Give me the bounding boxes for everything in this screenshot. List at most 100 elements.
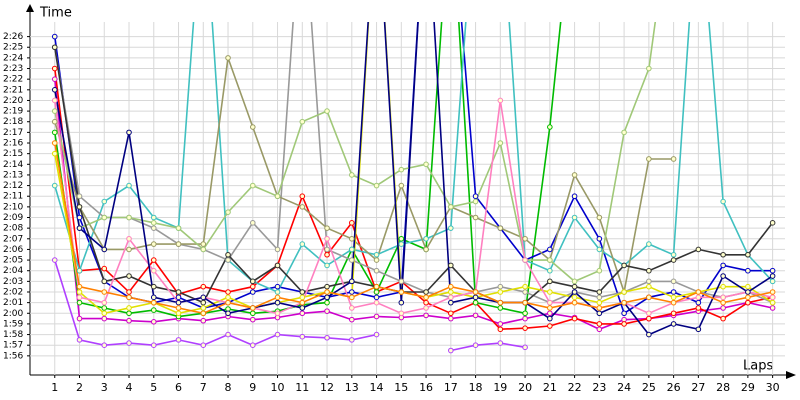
lap-point <box>472 214 479 221</box>
y-tick-label: 2:25 <box>3 43 23 53</box>
lap-point <box>101 299 108 306</box>
lap-point <box>349 316 355 323</box>
x-tick-label: 13 <box>345 381 359 394</box>
lap-point <box>299 294 306 301</box>
lap-point <box>126 317 132 324</box>
lap-point <box>522 257 528 263</box>
x-tick-label: 26 <box>667 381 681 394</box>
lap-point <box>547 323 553 329</box>
lap-point <box>720 251 726 258</box>
lap-point <box>274 193 281 200</box>
lap-point <box>324 283 330 290</box>
lap-point <box>101 198 108 205</box>
lap-point <box>596 299 603 306</box>
lap-point <box>497 299 504 306</box>
lap-point <box>274 246 281 253</box>
lap-point <box>299 305 306 311</box>
lap-point <box>349 235 355 242</box>
y-tick-label: 2:21 <box>3 85 23 95</box>
lap-point <box>299 204 306 210</box>
lap-point <box>249 220 256 226</box>
lap-point <box>51 129 58 136</box>
lap-point <box>720 262 726 269</box>
x-tick-label: 18 <box>469 381 483 394</box>
lap-point <box>646 294 652 301</box>
x-tick-label: 22 <box>568 381 582 394</box>
lap-point <box>670 310 677 317</box>
lap-point <box>769 220 776 226</box>
lap-point <box>596 310 603 317</box>
lap-point <box>448 315 454 322</box>
lap-point <box>745 283 751 290</box>
lap-point <box>596 321 603 327</box>
x-tick-label: 29 <box>741 381 755 394</box>
lap-point <box>349 246 355 253</box>
lap-point <box>547 124 553 130</box>
lap-point <box>547 299 553 306</box>
lap-point <box>76 267 83 274</box>
lap-point <box>720 299 726 306</box>
lap-point <box>349 257 355 263</box>
lap-point <box>769 299 776 306</box>
lap-point <box>646 278 652 285</box>
lap-point <box>646 310 652 317</box>
y-tick-label: 2:04 <box>3 266 23 276</box>
series-line <box>54 47 774 304</box>
lap-point <box>571 172 578 178</box>
lap-point <box>101 214 108 221</box>
lap-point <box>175 305 182 311</box>
lap-point <box>646 267 652 274</box>
lap-point <box>150 241 157 247</box>
lap-point <box>126 129 132 136</box>
lap-point <box>695 299 702 306</box>
y-tick-label: 2:03 <box>3 277 23 287</box>
lap-point <box>150 318 157 325</box>
lap-point <box>621 310 627 317</box>
lap-point <box>769 305 776 311</box>
lap-point <box>522 299 528 306</box>
lap-point <box>51 182 58 189</box>
lap-point <box>274 331 281 338</box>
lap-point <box>274 299 281 306</box>
lap-point <box>126 289 132 295</box>
lap-point <box>225 209 231 215</box>
lap-point <box>299 118 306 125</box>
lap-point <box>621 299 627 306</box>
lap-point <box>448 299 454 306</box>
lap-point <box>126 214 132 221</box>
lap-point <box>423 305 429 311</box>
x-tick-label: 9 <box>249 381 256 394</box>
lap-point <box>398 310 405 317</box>
series-line <box>54 57 674 296</box>
lap-point <box>51 257 58 263</box>
lap-point <box>571 289 578 295</box>
x-tick-label: 4 <box>126 381 133 394</box>
lap-point <box>76 283 83 290</box>
lap-point <box>522 235 528 242</box>
lap-point <box>249 310 256 317</box>
lap-point <box>324 299 330 306</box>
lap-point <box>472 289 479 295</box>
lap-point <box>274 294 281 301</box>
lap-point <box>126 182 132 189</box>
lap-point <box>126 310 132 317</box>
x-tick-label: 30 <box>766 381 780 394</box>
plot-area <box>51 22 776 354</box>
lap-point <box>472 294 479 301</box>
lap-point <box>448 225 454 231</box>
lap-point <box>249 124 256 130</box>
lap-point <box>472 312 479 319</box>
lap-point <box>398 241 405 247</box>
lap-point <box>249 278 256 285</box>
lap-point <box>373 182 380 189</box>
lap-point <box>175 289 182 295</box>
y-tick-label: 2:00 <box>3 309 23 319</box>
x-tick-label: 15 <box>394 381 408 394</box>
lap-point <box>150 342 157 349</box>
lap-point <box>695 305 702 311</box>
lap-point <box>522 344 528 351</box>
lap-point <box>175 310 182 317</box>
y-tick-label: 2:17 <box>3 128 23 138</box>
lap-point <box>745 294 751 301</box>
lap-point <box>472 299 479 306</box>
